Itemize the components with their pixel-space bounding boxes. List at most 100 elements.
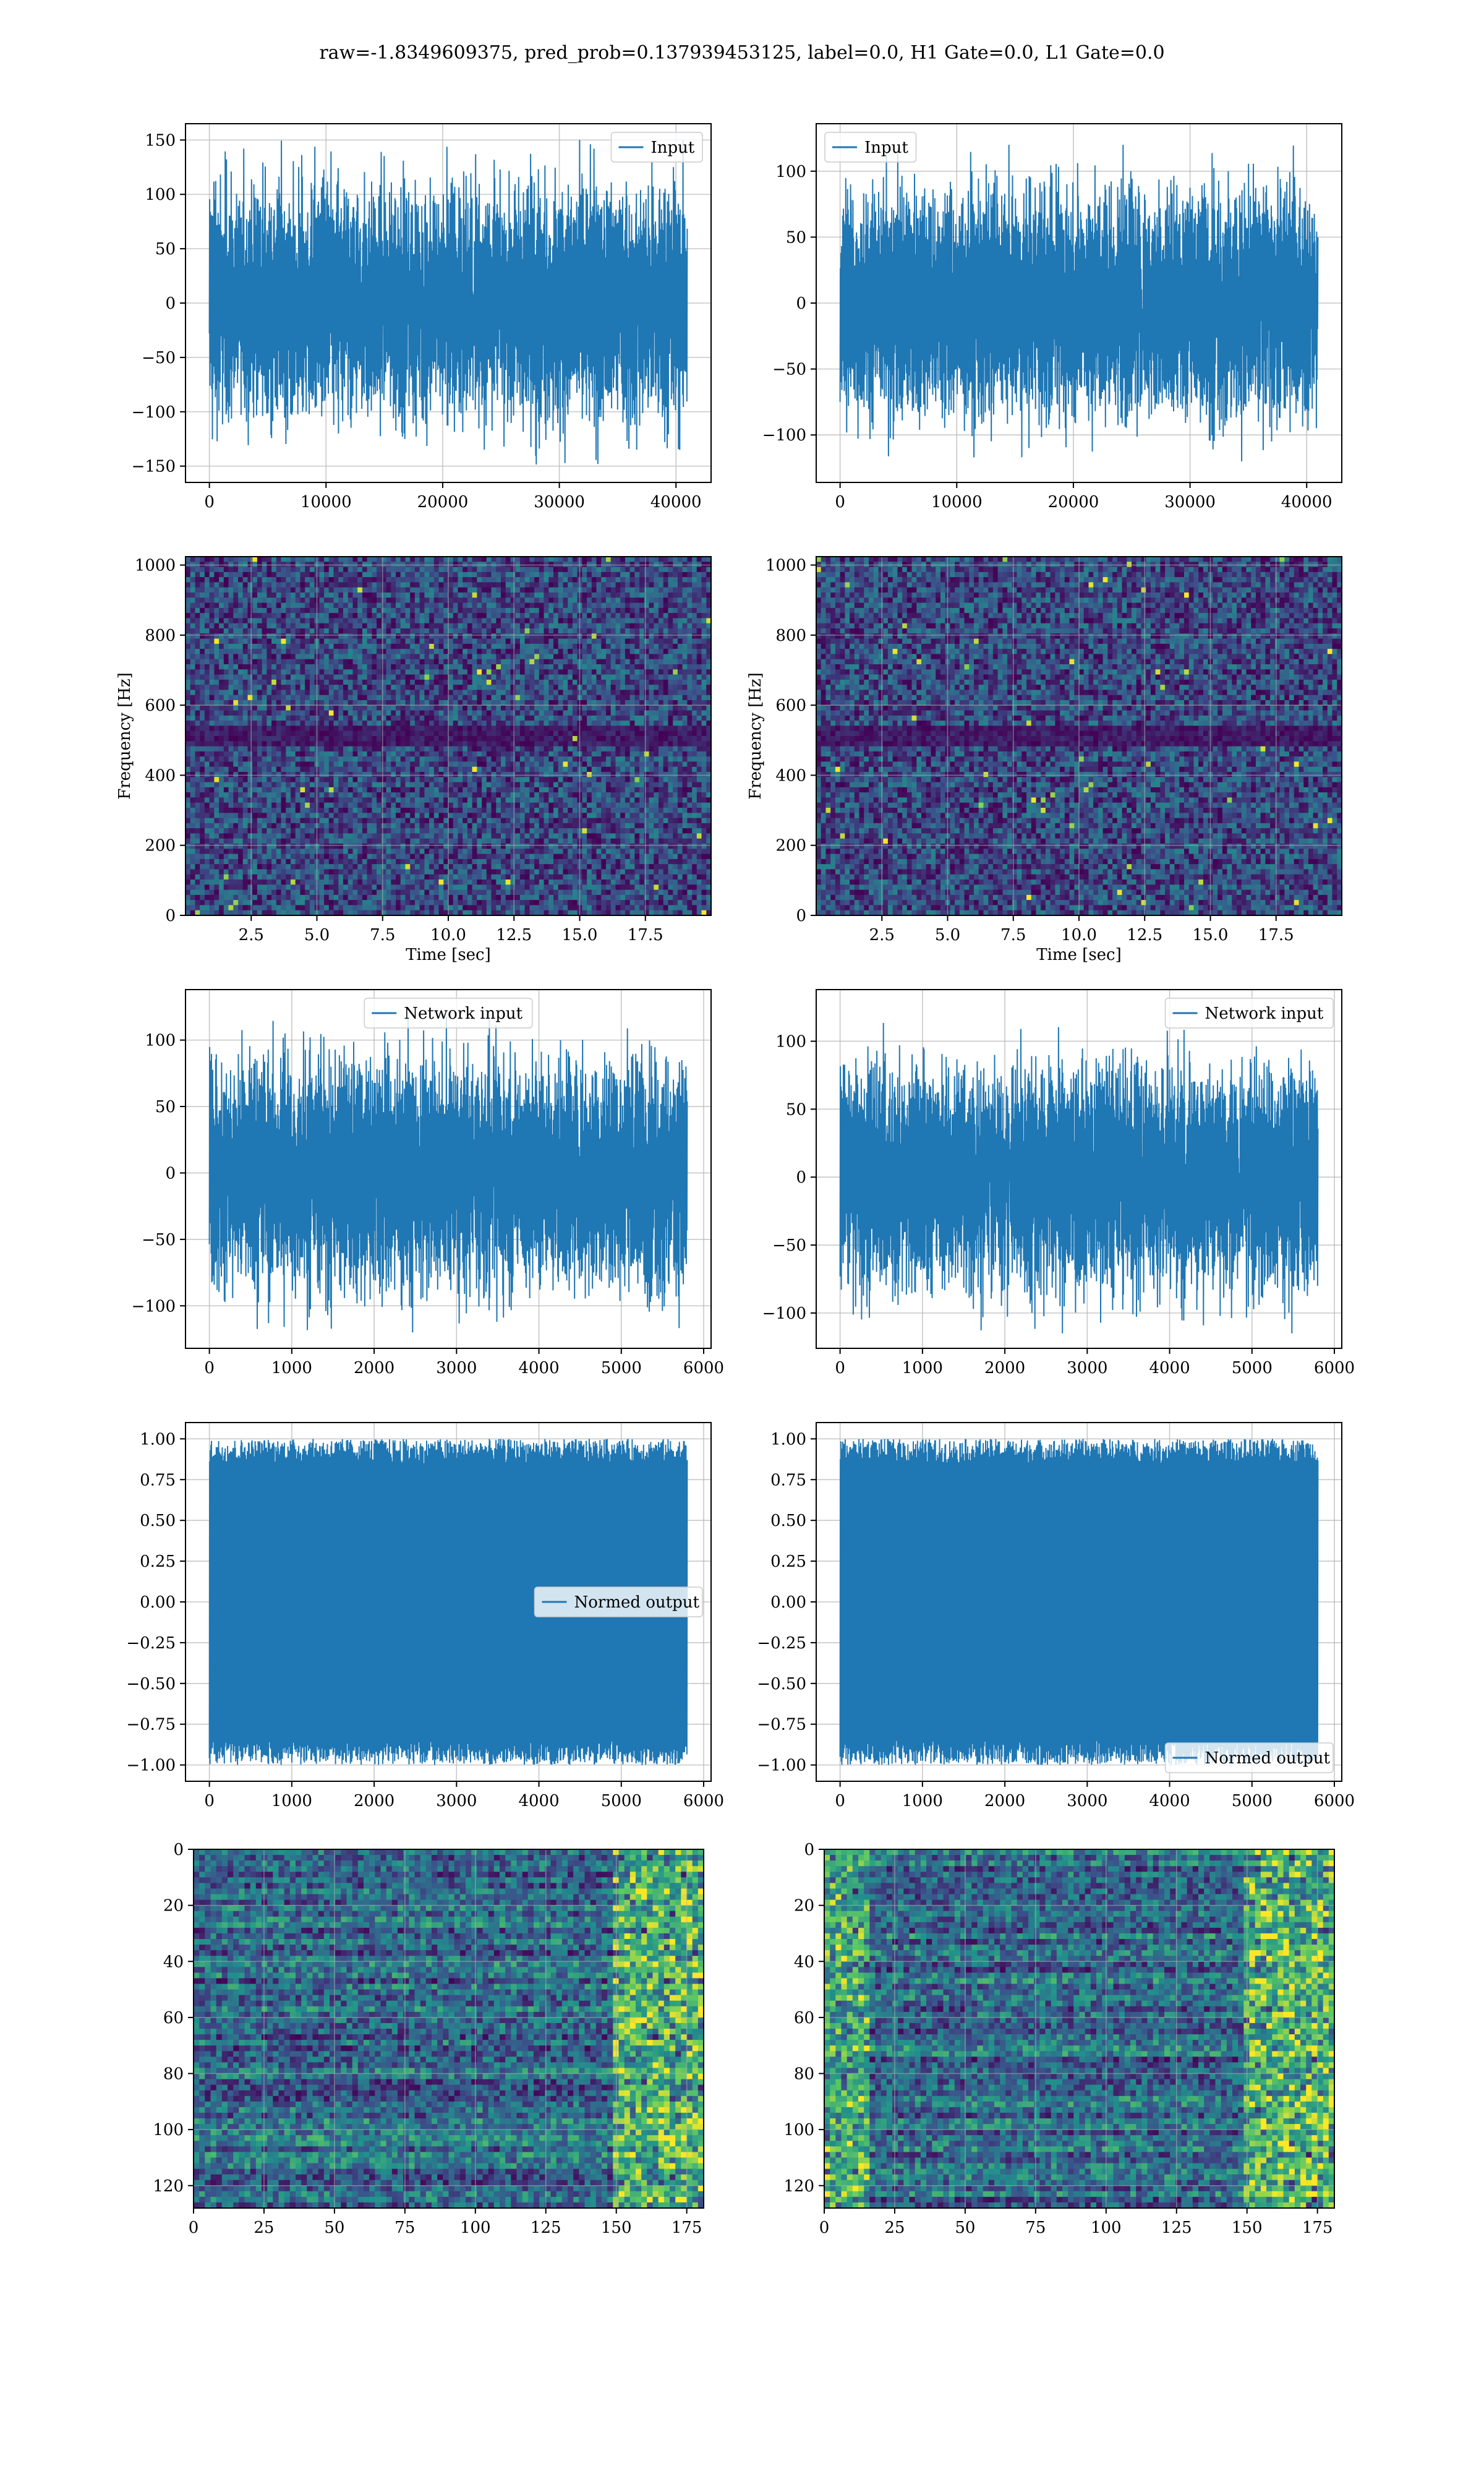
heatmap-cell <box>629 607 635 614</box>
heatmap-cell <box>601 597 607 604</box>
heatmap-cell <box>396 772 401 777</box>
heatmap-cell <box>463 756 468 762</box>
heatmap-cell <box>357 772 363 777</box>
heatmap-cell <box>386 618 391 624</box>
heatmap-cell <box>472 664 477 670</box>
heatmap-cell <box>644 726 650 732</box>
heatmap-cell <box>228 597 234 604</box>
heatmap-cell <box>544 756 549 762</box>
heatmap-cell <box>467 715 473 721</box>
heatmap-cell <box>472 593 477 598</box>
heatmap-cell <box>639 557 645 562</box>
heatmap-cell <box>501 649 506 654</box>
heatmap-cell <box>338 756 344 762</box>
heatmap-cell <box>400 690 406 696</box>
heatmap-cell <box>677 623 683 629</box>
heatmap-cell <box>529 654 535 660</box>
heatmap-cell <box>400 730 406 737</box>
heatmap-cell <box>252 777 258 783</box>
heatmap-cell <box>223 756 229 762</box>
heatmap-cell <box>319 623 325 629</box>
heatmap-cell <box>644 685 650 690</box>
heatmap-cell <box>548 730 554 737</box>
heatmap-cell <box>596 593 602 598</box>
heatmap-cell <box>696 772 702 777</box>
heatmap-cell <box>438 607 444 614</box>
heatmap-cell <box>477 643 482 649</box>
heatmap-cell <box>343 669 349 675</box>
heatmap-cell <box>405 746 411 752</box>
heatmap-cell <box>591 761 597 768</box>
heatmap-cell <box>510 766 516 773</box>
heatmap-cell <box>214 695 220 701</box>
heatmap-cell <box>195 607 200 614</box>
heatmap-cell <box>247 593 253 598</box>
heatmap-cell <box>615 659 621 665</box>
heatmap-cell <box>553 587 559 593</box>
heatmap-cell <box>448 695 454 701</box>
heatmap-cell <box>501 772 506 777</box>
heatmap-cell <box>591 649 597 654</box>
heatmap-cell <box>687 557 693 562</box>
heatmap-cell <box>242 751 248 757</box>
heatmap-cell <box>582 705 587 711</box>
heatmap-cell <box>328 700 335 706</box>
heatmap-cell <box>696 721 702 726</box>
heatmap-cell <box>271 633 277 640</box>
heatmap-cell <box>429 633 435 640</box>
heatmap-cell <box>596 633 602 640</box>
heatmap-cell <box>257 593 263 598</box>
heatmap-cell <box>663 715 668 721</box>
heatmap-cell <box>204 557 210 562</box>
heatmap-cell <box>267 679 272 685</box>
heatmap-cell <box>333 690 339 696</box>
heatmap-cell <box>558 623 563 629</box>
heatmap-cell <box>276 571 282 578</box>
heatmap-cell <box>519 777 526 783</box>
heatmap-cell <box>606 726 612 732</box>
heatmap-cell <box>247 772 253 777</box>
heatmap-cell <box>486 726 492 732</box>
heatmap-cell <box>305 567 310 573</box>
heatmap-cell <box>233 649 239 654</box>
heatmap-cell <box>639 562 645 568</box>
heatmap-cell <box>242 715 248 721</box>
heatmap-cell <box>687 613 693 618</box>
heatmap-cell <box>357 721 363 726</box>
heatmap-cell <box>242 674 248 680</box>
heatmap-cell <box>319 613 325 618</box>
heatmap-cell <box>519 705 526 711</box>
heatmap-cell <box>262 700 267 706</box>
heatmap-cell <box>362 659 368 665</box>
heatmap-cell <box>328 659 335 665</box>
heatmap-cell <box>706 643 711 649</box>
heatmap-cell <box>319 593 325 598</box>
heatmap-cell <box>252 638 258 644</box>
heatmap-cell <box>414 726 420 732</box>
heatmap-cell <box>352 741 358 747</box>
heatmap-cell <box>572 593 578 598</box>
heatmap-cell <box>544 736 549 742</box>
heatmap-cell <box>357 562 363 568</box>
heatmap-cell <box>357 710 363 716</box>
heatmap-cell <box>400 623 406 629</box>
heatmap-cell <box>424 777 430 783</box>
heatmap-cell <box>295 597 301 604</box>
heatmap-cell <box>295 587 301 593</box>
heatmap-cell <box>568 557 573 562</box>
heatmap-cell <box>328 593 335 598</box>
heatmap-cell <box>453 557 458 562</box>
heatmap-cell <box>305 664 310 670</box>
heatmap-cell <box>696 761 702 768</box>
heatmap-cell <box>477 613 482 618</box>
heatmap-cell <box>682 721 688 726</box>
heatmap-cell <box>228 777 234 783</box>
heatmap-cell <box>620 690 626 696</box>
heatmap-cell <box>620 705 626 711</box>
heatmap-cell <box>491 700 497 706</box>
heatmap-cell <box>453 730 458 737</box>
heatmap-cell <box>238 664 244 670</box>
heatmap-cell <box>424 571 430 578</box>
heatmap-cell <box>615 669 621 675</box>
heatmap-cell <box>328 751 335 757</box>
